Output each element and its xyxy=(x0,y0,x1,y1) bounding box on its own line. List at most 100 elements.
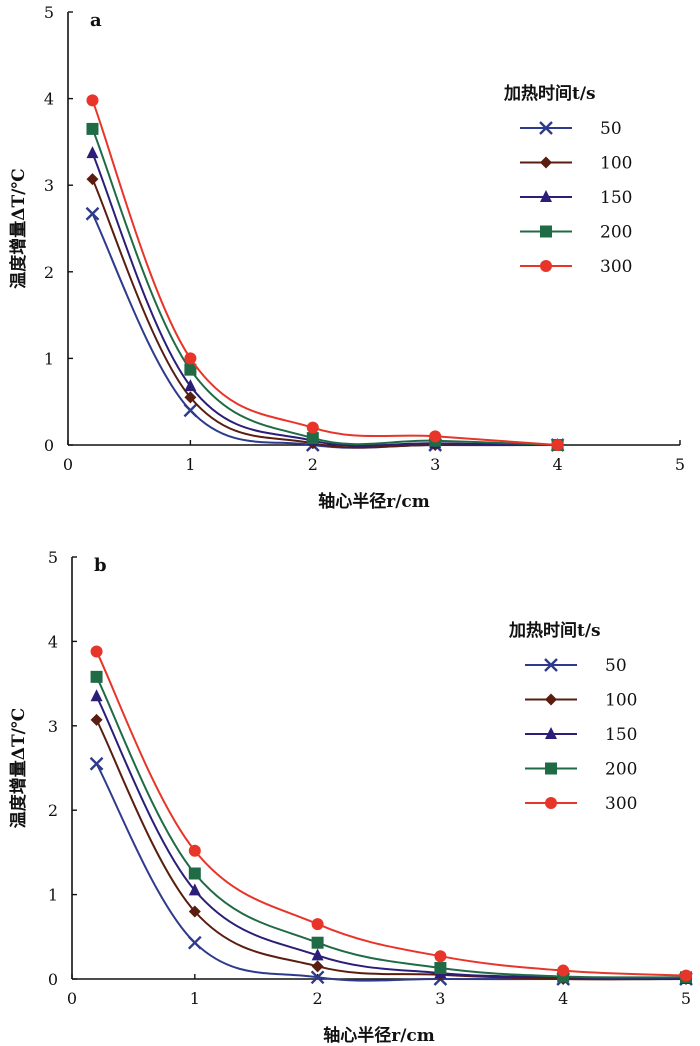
y-axis-title: 温度增量ΔT/℃ xyxy=(8,708,29,828)
legend-swatch-marker xyxy=(540,260,552,272)
series-line xyxy=(91,213,558,449)
data-point xyxy=(551,439,564,451)
y-tick-label: 5 xyxy=(44,3,54,22)
data-point xyxy=(184,363,197,376)
y-tick-label: 0 xyxy=(44,436,54,455)
data-point xyxy=(310,970,325,985)
x-tick-label: 4 xyxy=(558,989,568,1008)
legend-item: 150 xyxy=(520,188,632,208)
legend-swatch-marker xyxy=(545,762,557,775)
data-point xyxy=(90,645,103,658)
legend-label: 50 xyxy=(605,656,627,676)
data-point xyxy=(86,122,99,135)
series-200 xyxy=(86,122,564,451)
x-tick-label: 1 xyxy=(190,989,200,1008)
data-point xyxy=(306,421,319,434)
series-line xyxy=(91,152,558,447)
series-100 xyxy=(86,173,564,451)
x-tick-label: 3 xyxy=(430,455,440,474)
legend: 加热时间t/s50 100 150 200 300 xyxy=(508,620,637,814)
data-point xyxy=(184,379,197,392)
series-150 xyxy=(90,689,692,984)
x-tick-label: 2 xyxy=(313,989,323,1008)
y-tick-label: 1 xyxy=(48,886,58,905)
legend-label: 50 xyxy=(600,119,622,139)
data-point xyxy=(311,918,324,931)
data-point xyxy=(306,432,319,445)
panel-label: b xyxy=(94,555,107,576)
legend-swatch-marker xyxy=(545,693,557,706)
legend-swatch-marker xyxy=(540,225,552,238)
marker-stroke xyxy=(89,756,104,771)
y-tick-label: 3 xyxy=(48,717,58,736)
series-line xyxy=(95,719,687,981)
series-line xyxy=(91,128,558,446)
legend-label: 100 xyxy=(600,154,632,174)
legend-item: 100 xyxy=(520,154,632,174)
x-tick-label: 2 xyxy=(308,455,318,474)
legend-swatch-marker xyxy=(544,658,558,672)
x-tick-label: 4 xyxy=(553,455,563,474)
legend-item: 300 xyxy=(520,257,632,277)
data-point xyxy=(86,146,99,159)
marker-stroke xyxy=(183,403,198,418)
legend-title: 加热时间t/s xyxy=(508,620,601,641)
y-tick-label: 2 xyxy=(44,263,54,282)
marker-stroke xyxy=(544,658,558,672)
legend-label: 100 xyxy=(605,691,637,711)
series-150 xyxy=(86,146,564,450)
series-line xyxy=(95,651,687,977)
y-tick-label: 2 xyxy=(48,801,58,820)
data-point xyxy=(86,173,99,186)
data-point xyxy=(90,670,103,683)
legend-label: 200 xyxy=(605,760,637,780)
legend-swatch-marker xyxy=(540,156,552,169)
chart-panel-b: 0 1 2 3 4 50 1 2 3 4 5 b 轴心半径r/cm 温度增量ΔT/℃ 加热时间t/s50 10… xyxy=(8,548,693,1046)
series-200 xyxy=(90,670,692,984)
marker-stroke xyxy=(310,970,325,985)
x-tick-label: 0 xyxy=(63,455,73,474)
series-line xyxy=(95,676,687,979)
legend-item: 50 xyxy=(520,119,622,139)
legend-label: 300 xyxy=(600,257,632,277)
data-point xyxy=(434,962,447,975)
marker-stroke xyxy=(187,935,202,950)
y-tick-label: 0 xyxy=(48,970,58,989)
data-point xyxy=(557,964,570,977)
data-point xyxy=(188,905,201,918)
data-point xyxy=(184,352,197,365)
legend-swatch-marker xyxy=(545,727,557,739)
data-point xyxy=(311,936,324,949)
data-point xyxy=(429,430,442,443)
data-point xyxy=(434,950,447,963)
legend-swatch-marker xyxy=(539,121,553,135)
series-line xyxy=(91,178,558,449)
marker-stroke xyxy=(539,121,553,135)
y-tick-label: 5 xyxy=(48,548,58,567)
series-300 xyxy=(86,94,564,451)
panel-label: a xyxy=(90,10,102,31)
legend-item: 100 xyxy=(525,691,637,711)
x-tick-label: 3 xyxy=(435,989,445,1008)
legend-label: 150 xyxy=(600,188,632,208)
legend-title: 加热时间t/s xyxy=(503,83,596,104)
series-line xyxy=(91,99,558,446)
y-tick-label: 4 xyxy=(48,632,58,651)
data-point xyxy=(311,960,324,973)
y-axis-title: 温度增量ΔT/℃ xyxy=(8,168,29,288)
data-point xyxy=(184,391,197,404)
data-point xyxy=(188,867,201,880)
data-point xyxy=(187,935,202,950)
data-point xyxy=(311,948,324,961)
legend-item: 300 xyxy=(525,794,637,814)
x-axis-title: 轴心半径r/cm xyxy=(323,1025,435,1046)
series-100 xyxy=(90,713,692,985)
x-tick-label: 0 xyxy=(67,989,77,1008)
legend-label: 300 xyxy=(605,794,637,814)
legend-item: 200 xyxy=(520,223,632,243)
legend-label: 150 xyxy=(605,725,637,745)
series-300 xyxy=(90,645,692,982)
legend-item: 50 xyxy=(525,656,627,676)
marker-stroke xyxy=(85,206,100,221)
